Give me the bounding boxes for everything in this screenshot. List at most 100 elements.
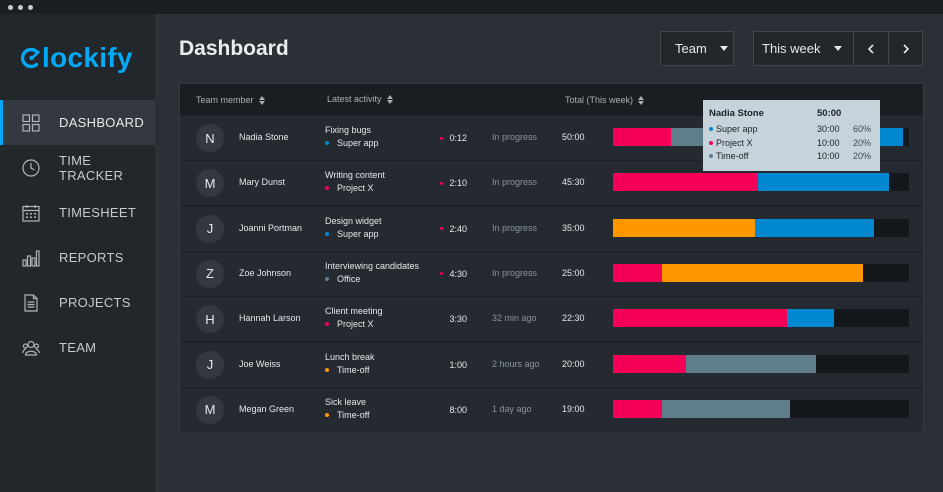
team-filter-dropdown[interactable]: Team [660,31,734,66]
activity-project: Super app [325,229,379,239]
table-row[interactable]: J Joanni Portman Design widget Super app 2:4… [180,206,923,251]
chevron-left-icon [867,43,874,54]
project-dot-icon [709,154,713,158]
activity-status: In progress [492,177,538,188]
project-dot-icon [709,140,713,145]
time-bar-segment[interactable] [685,354,817,373]
time-bar-segment[interactable] [787,309,834,328]
time-bar-segment[interactable] [758,173,889,192]
running-dot-icon [440,181,444,185]
duration-value: 1:00 [449,359,467,370]
avatar: N [196,124,224,152]
sidebar-item-timesheet[interactable]: TIMESHEET [0,190,155,235]
logo[interactable]: lockify [21,41,133,75]
member-name: Zoe Johnson [239,267,292,278]
weekly-total: 45:30 [562,177,585,188]
team-icon [22,339,40,357]
member-name: Megan Green [239,403,295,414]
team-filter-label: Team [675,41,707,56]
column-header-team-member[interactable]: Team member [196,95,265,105]
tooltip-name: Nadia Stone [709,108,764,119]
sidebar-item-team[interactable]: TEAM [0,325,155,370]
time-bar-segment[interactable] [613,399,663,418]
tooltip-row: Super app 30:00 60% [709,124,874,136]
time-breakdown-bar[interactable] [613,354,909,373]
time-bar-segment[interactable] [662,263,863,282]
project-dot-icon [325,412,329,417]
time-bar-segment[interactable] [613,128,672,146]
activity-duration: 2:10 [438,178,467,188]
time-breakdown-bar[interactable] [613,218,909,237]
sidebar-item-label: PROJECTS [59,295,131,310]
time-breakdown-bar[interactable] [613,173,909,192]
activity-status: 1 day ago [492,403,532,414]
table-row[interactable]: H Hannah Larson Client meeting Project X 3:3… [180,297,923,342]
activity-description: Lunch break [325,351,375,362]
avatar: M [196,395,224,424]
sidebar: lockify DASHBOARD TIME TRACKER TIMESHEET… [0,14,155,492]
time-bar-segment[interactable] [613,218,756,237]
activity-status: In progress [492,222,538,233]
project-name: Time-off [337,409,370,420]
time-bar-segment[interactable] [755,218,875,237]
tooltip-time: 30:00 [817,124,840,134]
duration-value: 2:10 [449,178,467,189]
avatar: H [196,305,224,334]
weekly-total: 22:30 [562,313,585,324]
project-dot-icon [325,322,329,327]
time-bar-segment[interactable] [613,309,788,328]
column-header-latest-activity[interactable]: Latest activity [327,94,393,104]
column-header-label: Latest activity [327,94,382,104]
time-bar-segment[interactable] [613,173,759,192]
sidebar-item-label: DASHBOARD [59,115,145,130]
weekly-total: 25:00 [562,267,585,278]
table-row[interactable]: Z Zoe Johnson Interviewing candidates Offic… [180,251,923,296]
activity-description: Sick leave [325,396,367,407]
week-filter-dropdown[interactable]: This week [754,32,854,65]
activity-duration: 8:00 [438,405,467,415]
member-name: Joanni Portman [239,222,303,233]
weekly-total: 50:00 [562,132,585,142]
table-row[interactable]: J Joe Weiss Lunch break Time-off 1:00 2 hours… [180,342,923,387]
tooltip-project: Time-off [716,151,749,161]
sidebar-item-label: TIMESHEET [59,205,137,220]
time-breakdown-bar[interactable] [613,263,909,282]
sidebar-item-projects[interactable]: PROJECTS [0,280,155,325]
tooltip-row: Time-off 10:00 20% [709,151,874,163]
previous-week-button[interactable] [854,32,888,65]
activity-description: Design widget [325,215,382,226]
document-icon [22,293,40,312]
time-breakdown-bar[interactable] [613,309,909,328]
window-dot-icon [28,5,33,10]
table-row[interactable]: M Megan Green Sick leave Time-off 8:00 1 day … [180,387,923,432]
activity-project: Project X [325,319,374,329]
activity-description: Fixing bugs [325,125,372,135]
project-name: Project X [337,319,374,330]
time-bar-segment[interactable] [662,399,790,418]
avatar: M [196,169,224,198]
project-dot-icon [325,276,329,281]
next-week-button[interactable] [888,32,922,65]
sort-icon [638,95,645,105]
activity-duration: 4:30 [438,269,467,279]
duration-value: 8:00 [449,404,467,415]
sidebar-item-time-tracker[interactable]: TIME TRACKER [0,145,155,190]
sort-icon [386,94,393,104]
column-header-label: Team member [196,95,254,105]
activity-project: Time-off [325,365,370,375]
sidebar-item-reports[interactable]: REPORTS [0,235,155,280]
column-header-total[interactable]: Total (This week) [565,95,645,105]
page-title: Dashboard [179,37,289,60]
activity-duration: 3:30 [438,314,467,324]
logo-text: lockify [42,42,133,73]
time-bar-segment[interactable] [613,354,686,373]
calendar-icon [22,204,40,222]
time-bar-segment[interactable] [613,263,663,282]
avatar: Z [196,259,224,288]
tooltip-percent: 20% [853,137,872,148]
sidebar-item-dashboard[interactable]: DASHBOARD [0,100,155,145]
member-name: Nadia Stone [239,132,289,142]
project-dot-icon [325,186,329,191]
time-breakdown-bar[interactable] [613,399,909,418]
running-dot-icon [440,272,444,276]
